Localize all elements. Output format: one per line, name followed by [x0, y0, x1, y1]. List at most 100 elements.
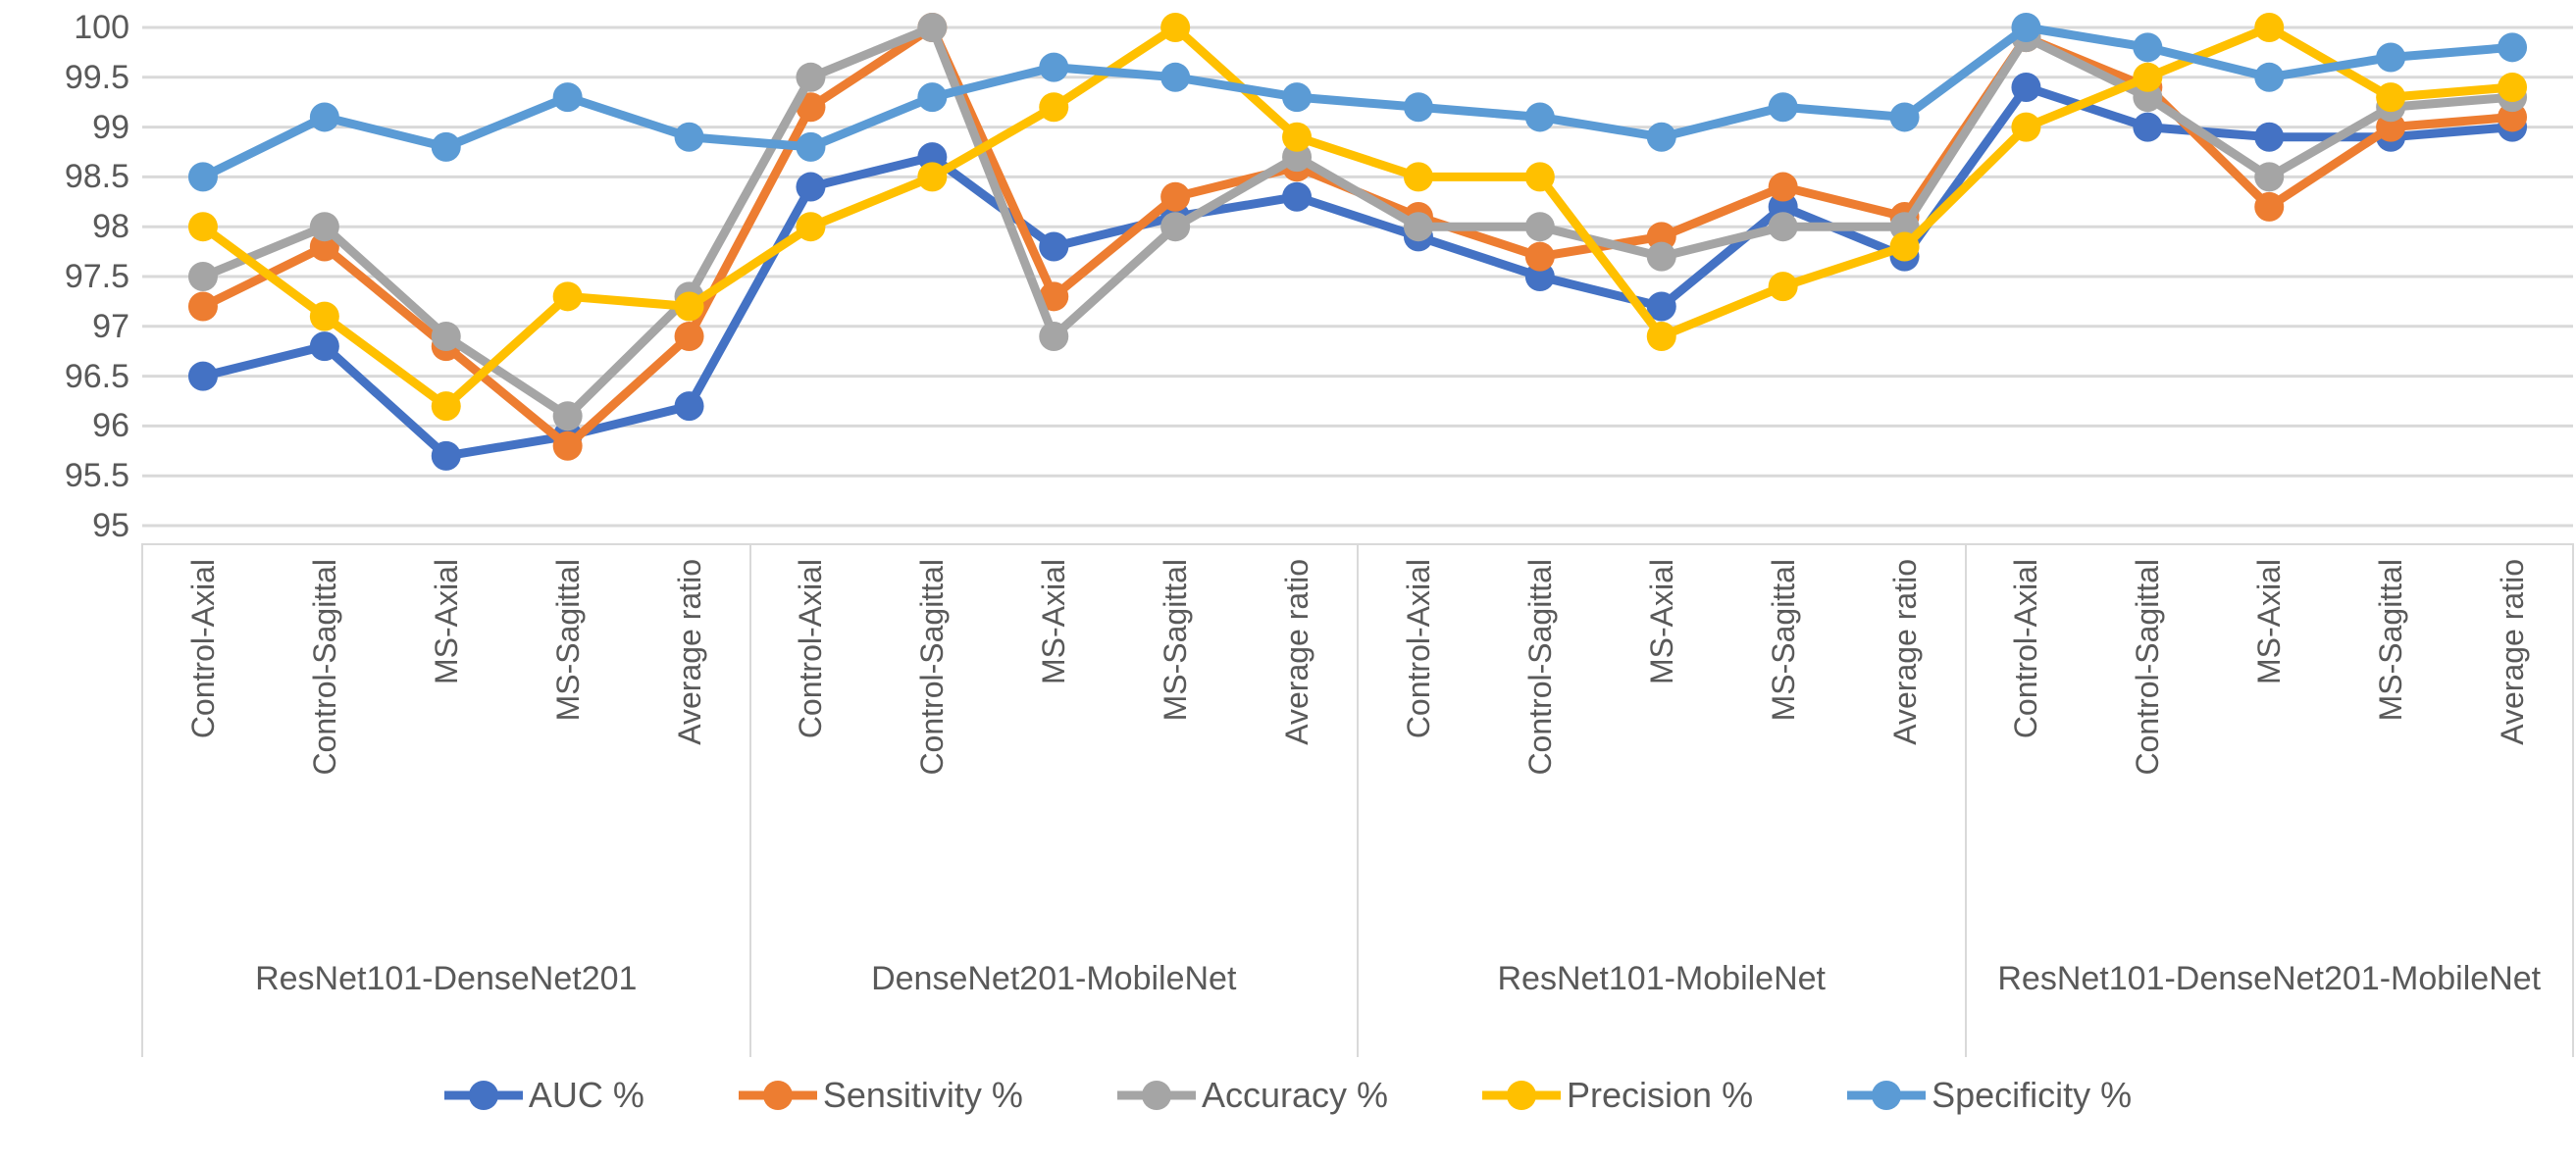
data-point — [1039, 92, 1069, 123]
data-point — [796, 92, 826, 123]
legend-item-label: Sensitivity % — [822, 1075, 1023, 1115]
legend-item-label: Specificity % — [1932, 1075, 2133, 1115]
legend-marker-icon — [443, 1081, 523, 1110]
data-point — [2254, 62, 2285, 92]
data-point — [1039, 281, 1069, 312]
data-point — [552, 82, 583, 113]
data-point — [1768, 212, 1798, 242]
data-point — [1768, 92, 1798, 123]
y-axis-tick-label: 95 — [92, 507, 129, 544]
data-point — [1524, 102, 1555, 132]
x-axis-category-label: Control-Axial — [184, 559, 221, 739]
x-axis-category-label: Control-Axial — [793, 559, 829, 739]
data-point — [1160, 181, 1191, 212]
data-point — [309, 102, 339, 132]
group-separator — [1357, 543, 1359, 1057]
legend-item: Precision % — [1482, 1075, 1753, 1116]
legend-item-label: Accuracy % — [1201, 1075, 1388, 1115]
x-axis-group-label: ResNet101-DenseNet201-MobileNet — [1997, 960, 2542, 997]
data-point — [1039, 52, 1069, 82]
y-axis-tick-label: 97 — [92, 307, 129, 345]
series-line-specificity — [200, 23, 2513, 181]
data-point — [1889, 231, 1920, 262]
group-separator — [1964, 543, 1967, 1057]
x-axis-group-label: ResNet101-DenseNet201 — [255, 960, 638, 997]
data-point — [796, 62, 826, 92]
y-axis-tick-label: 99.5 — [64, 58, 129, 96]
data-point — [309, 331, 339, 362]
x-axis-category-label: MS-Axial — [1643, 559, 1679, 685]
plot-canvas — [142, 13, 2573, 528]
data-point — [1646, 241, 1676, 272]
data-point — [1768, 172, 1798, 202]
legend-marker-icon — [1482, 1081, 1561, 1110]
data-point — [1403, 92, 1433, 123]
data-point — [2133, 62, 2163, 92]
legend-item-label: Precision % — [1567, 1075, 1754, 1115]
x-axis-category-label: MS-Sagittal — [1765, 559, 1801, 722]
data-point — [1524, 162, 1555, 192]
data-point — [1646, 291, 1676, 322]
y-axis-tick-label: 96 — [92, 407, 129, 445]
data-point — [674, 391, 704, 422]
x-axis-group-label: ResNet101-MobileNet — [1497, 960, 1827, 997]
series-line-accuracy — [201, 23, 2513, 421]
data-point — [2498, 32, 2528, 63]
data-point — [1524, 212, 1555, 242]
x-axis-group-label: DenseNet201-MobileNet — [871, 960, 1237, 997]
data-point — [917, 13, 948, 42]
data-point — [187, 162, 218, 192]
data-point — [1282, 181, 1313, 212]
data-point — [1282, 82, 1313, 113]
data-point — [2254, 122, 2285, 152]
y-axis-tick-label: 99 — [92, 108, 129, 146]
legend-marker-icon — [1847, 1081, 1927, 1110]
x-axis-category-label: MS-Sagittal — [2373, 559, 2409, 722]
data-point — [187, 291, 218, 322]
x-axis-category-label: Control-Sagittal — [2130, 559, 2166, 776]
data-point — [1403, 162, 1433, 192]
group-separator — [2572, 543, 2574, 1057]
data-point — [1282, 122, 1313, 152]
data-point — [309, 212, 339, 242]
series-line-precision — [200, 23, 2513, 411]
x-axis-category-label: MS-Axial — [1036, 559, 1072, 685]
x-axis-category-label: MS-Axial — [2251, 559, 2288, 685]
data-point — [2133, 32, 2163, 63]
y-axis-tick-label: 98.5 — [64, 158, 129, 196]
data-point — [2011, 112, 2041, 142]
y-axis-tick-label: 95.5 — [64, 457, 129, 495]
data-point — [1768, 272, 1798, 302]
data-point — [674, 321, 704, 351]
x-axis-category-label: Control-Sagittal — [306, 559, 342, 776]
data-point — [2011, 13, 2041, 42]
data-point — [187, 361, 218, 391]
data-point — [796, 131, 826, 162]
data-point — [1646, 122, 1676, 152]
group-separator — [748, 543, 751, 1057]
data-point — [2254, 191, 2285, 222]
data-point — [796, 212, 826, 242]
data-point — [674, 291, 704, 322]
data-point — [1646, 321, 1676, 351]
x-axis-category-label: MS-Axial — [428, 559, 464, 685]
x-axis-category-label: Average ratio — [1279, 559, 1315, 745]
data-point — [1160, 62, 1191, 92]
data-point — [1524, 241, 1555, 272]
y-axis-tick-label: 100 — [74, 9, 129, 46]
legend-item: Sensitivity % — [738, 1075, 1023, 1116]
data-point — [2254, 162, 2285, 192]
legend-item: Accuracy % — [1116, 1075, 1388, 1116]
x-axis-category-label: MS-Sagittal — [1158, 559, 1194, 722]
data-point — [796, 172, 826, 202]
data-point — [1160, 212, 1191, 242]
group-separator — [141, 543, 143, 1057]
data-point — [1160, 13, 1191, 42]
data-point — [187, 212, 218, 242]
data-point — [187, 262, 218, 291]
y-axis-tick-label: 97.5 — [64, 258, 129, 295]
data-point — [431, 391, 461, 422]
data-point — [431, 440, 461, 471]
x-axis-category-label: Control-Axial — [1400, 559, 1436, 739]
y-axis-tick-label: 96.5 — [64, 357, 129, 395]
